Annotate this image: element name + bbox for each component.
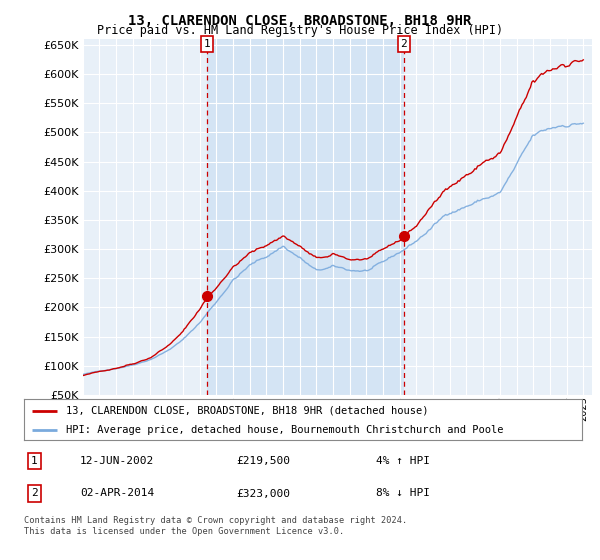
Text: 8% ↓ HPI: 8% ↓ HPI [376, 488, 430, 498]
Text: HPI: Average price, detached house, Bournemouth Christchurch and Poole: HPI: Average price, detached house, Bour… [66, 424, 503, 435]
Text: Price paid vs. HM Land Registry's House Price Index (HPI): Price paid vs. HM Land Registry's House … [97, 24, 503, 37]
Text: £219,500: £219,500 [236, 456, 290, 466]
Text: 13, CLARENDON CLOSE, BROADSTONE, BH18 9HR: 13, CLARENDON CLOSE, BROADSTONE, BH18 9H… [128, 14, 472, 28]
Text: 1: 1 [203, 39, 210, 49]
Text: 12-JUN-2002: 12-JUN-2002 [80, 456, 154, 466]
Text: 1: 1 [31, 456, 37, 466]
Text: 13, CLARENDON CLOSE, BROADSTONE, BH18 9HR (detached house): 13, CLARENDON CLOSE, BROADSTONE, BH18 9H… [66, 405, 428, 416]
Text: £323,000: £323,000 [236, 488, 290, 498]
Text: 4% ↑ HPI: 4% ↑ HPI [376, 456, 430, 466]
Bar [207, 39, 404, 395]
Text: 2: 2 [401, 39, 407, 49]
Text: Contains HM Land Registry data © Crown copyright and database right 2024.
This d: Contains HM Land Registry data © Crown c… [24, 516, 407, 536]
Text: 2: 2 [31, 488, 37, 498]
Text: 02-APR-2014: 02-APR-2014 [80, 488, 154, 498]
